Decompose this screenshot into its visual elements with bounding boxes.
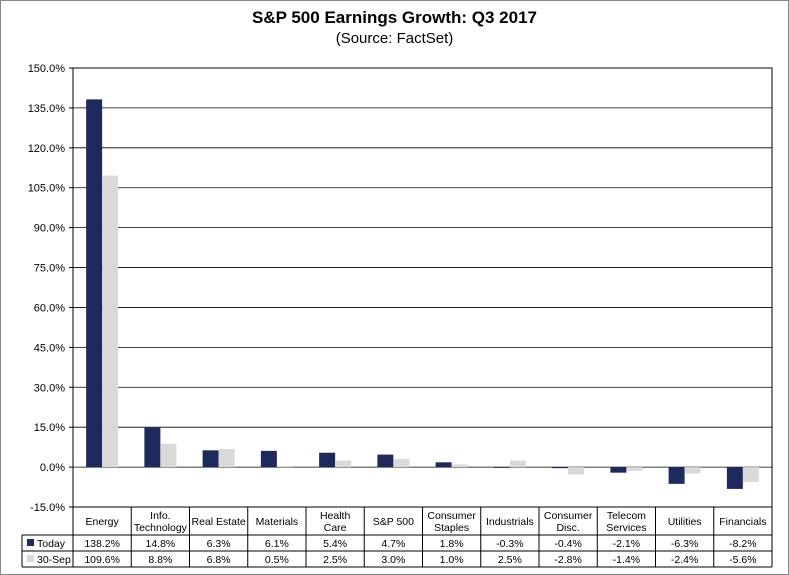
bar-30-sep [742,467,759,482]
data-value: 6.3% [207,538,231,550]
data-value: -2.4% [671,554,698,566]
data-value: 5.4% [323,538,347,550]
y-tick-label: 30.0% [34,382,65,394]
category-label: Care [324,522,347,534]
data-value: -0.4% [554,538,581,550]
bar-30-sep [160,443,177,468]
bar-30-sep [393,459,410,468]
bar-30-sep [684,467,701,474]
category-label: Industrials [486,516,534,528]
bar-today [377,454,394,468]
legend-label: 30-Sep [37,554,71,566]
y-tick-label: 120.0% [28,143,66,155]
plot-area [72,67,773,508]
bar-today [86,99,103,468]
bar-30-sep [335,460,352,468]
data-value: -0.3% [496,538,523,550]
data-value: 138.2% [84,538,120,550]
chart-subtitle: (Source: FactSet) [335,30,454,47]
data-value: -2.8% [554,554,581,566]
bar-today [202,450,219,468]
data-value: 1.0% [440,554,464,566]
bar-30-sep [102,175,119,468]
chart-title: S&P 500 Earnings Growth: Q3 2017 [251,8,537,27]
bar-today [144,427,161,468]
data-value: 2.5% [498,554,522,566]
data-value: -1.4% [613,554,640,566]
data-value: 6.1% [265,538,289,550]
category-label: Services [606,522,646,534]
data-value: 0.5% [265,554,289,566]
bar-today [435,462,452,468]
category-label: Consumer [544,510,593,522]
bar-today [726,467,743,489]
y-tick-label: 90.0% [34,223,65,235]
bar-today [493,467,510,468]
data-value: 8.8% [148,554,172,566]
legend-key-30-sep [27,555,34,562]
bar-30-sep [276,465,293,468]
legend-label: Today [37,538,66,550]
data-value: -6.3% [671,538,698,550]
bar-30-sep [509,460,526,468]
category-label: Info. [150,510,170,522]
data-value: 3.0% [381,554,405,566]
data-value: -2.1% [613,538,640,550]
category-label: Disc. [556,522,579,534]
bar-today [552,467,569,469]
category-label: Consumer [427,510,476,522]
category-label: Health [320,510,351,522]
y-tick-label: 45.0% [34,342,65,354]
bar-30-sep [451,464,468,468]
category-label: Staples [434,522,469,534]
category-label: Telecom [607,510,646,522]
y-tick-label: 15.0% [34,422,65,434]
bar-today [319,452,336,468]
category-label: Real Estate [191,516,245,528]
legend-key-today [27,539,34,546]
bar-30-sep [218,448,235,468]
category-label: Technology [134,522,188,534]
bar-today [610,467,627,473]
y-tick-label: 150.0% [28,63,66,75]
data-value: 6.8% [207,554,231,566]
bar-today [668,467,685,484]
data-value: -5.6% [729,554,756,566]
bar-30-sep [568,467,585,475]
data-value: -8.2% [729,538,756,550]
y-tick-label: 75.0% [34,263,65,275]
bar-30-sep [626,467,643,471]
y-tick-label: -15.0% [30,502,65,514]
data-value: 1.8% [440,538,464,550]
category-label: Financials [719,516,766,528]
y-tick-label: 60.0% [34,302,65,314]
y-tick-label: 0.0% [40,462,65,474]
data-value: 109.6% [84,554,120,566]
category-label: Energy [85,516,119,528]
data-value: 4.7% [381,538,405,550]
data-value: 14.8% [145,538,175,550]
y-tick-label: 105.0% [28,183,66,195]
category-label: S&P 500 [373,516,414,528]
category-label: Utilities [668,516,702,528]
category-label: Materials [256,516,299,528]
data-value: 2.5% [323,554,347,566]
bar-today [260,450,277,468]
y-tick-label: 135.0% [28,103,66,115]
